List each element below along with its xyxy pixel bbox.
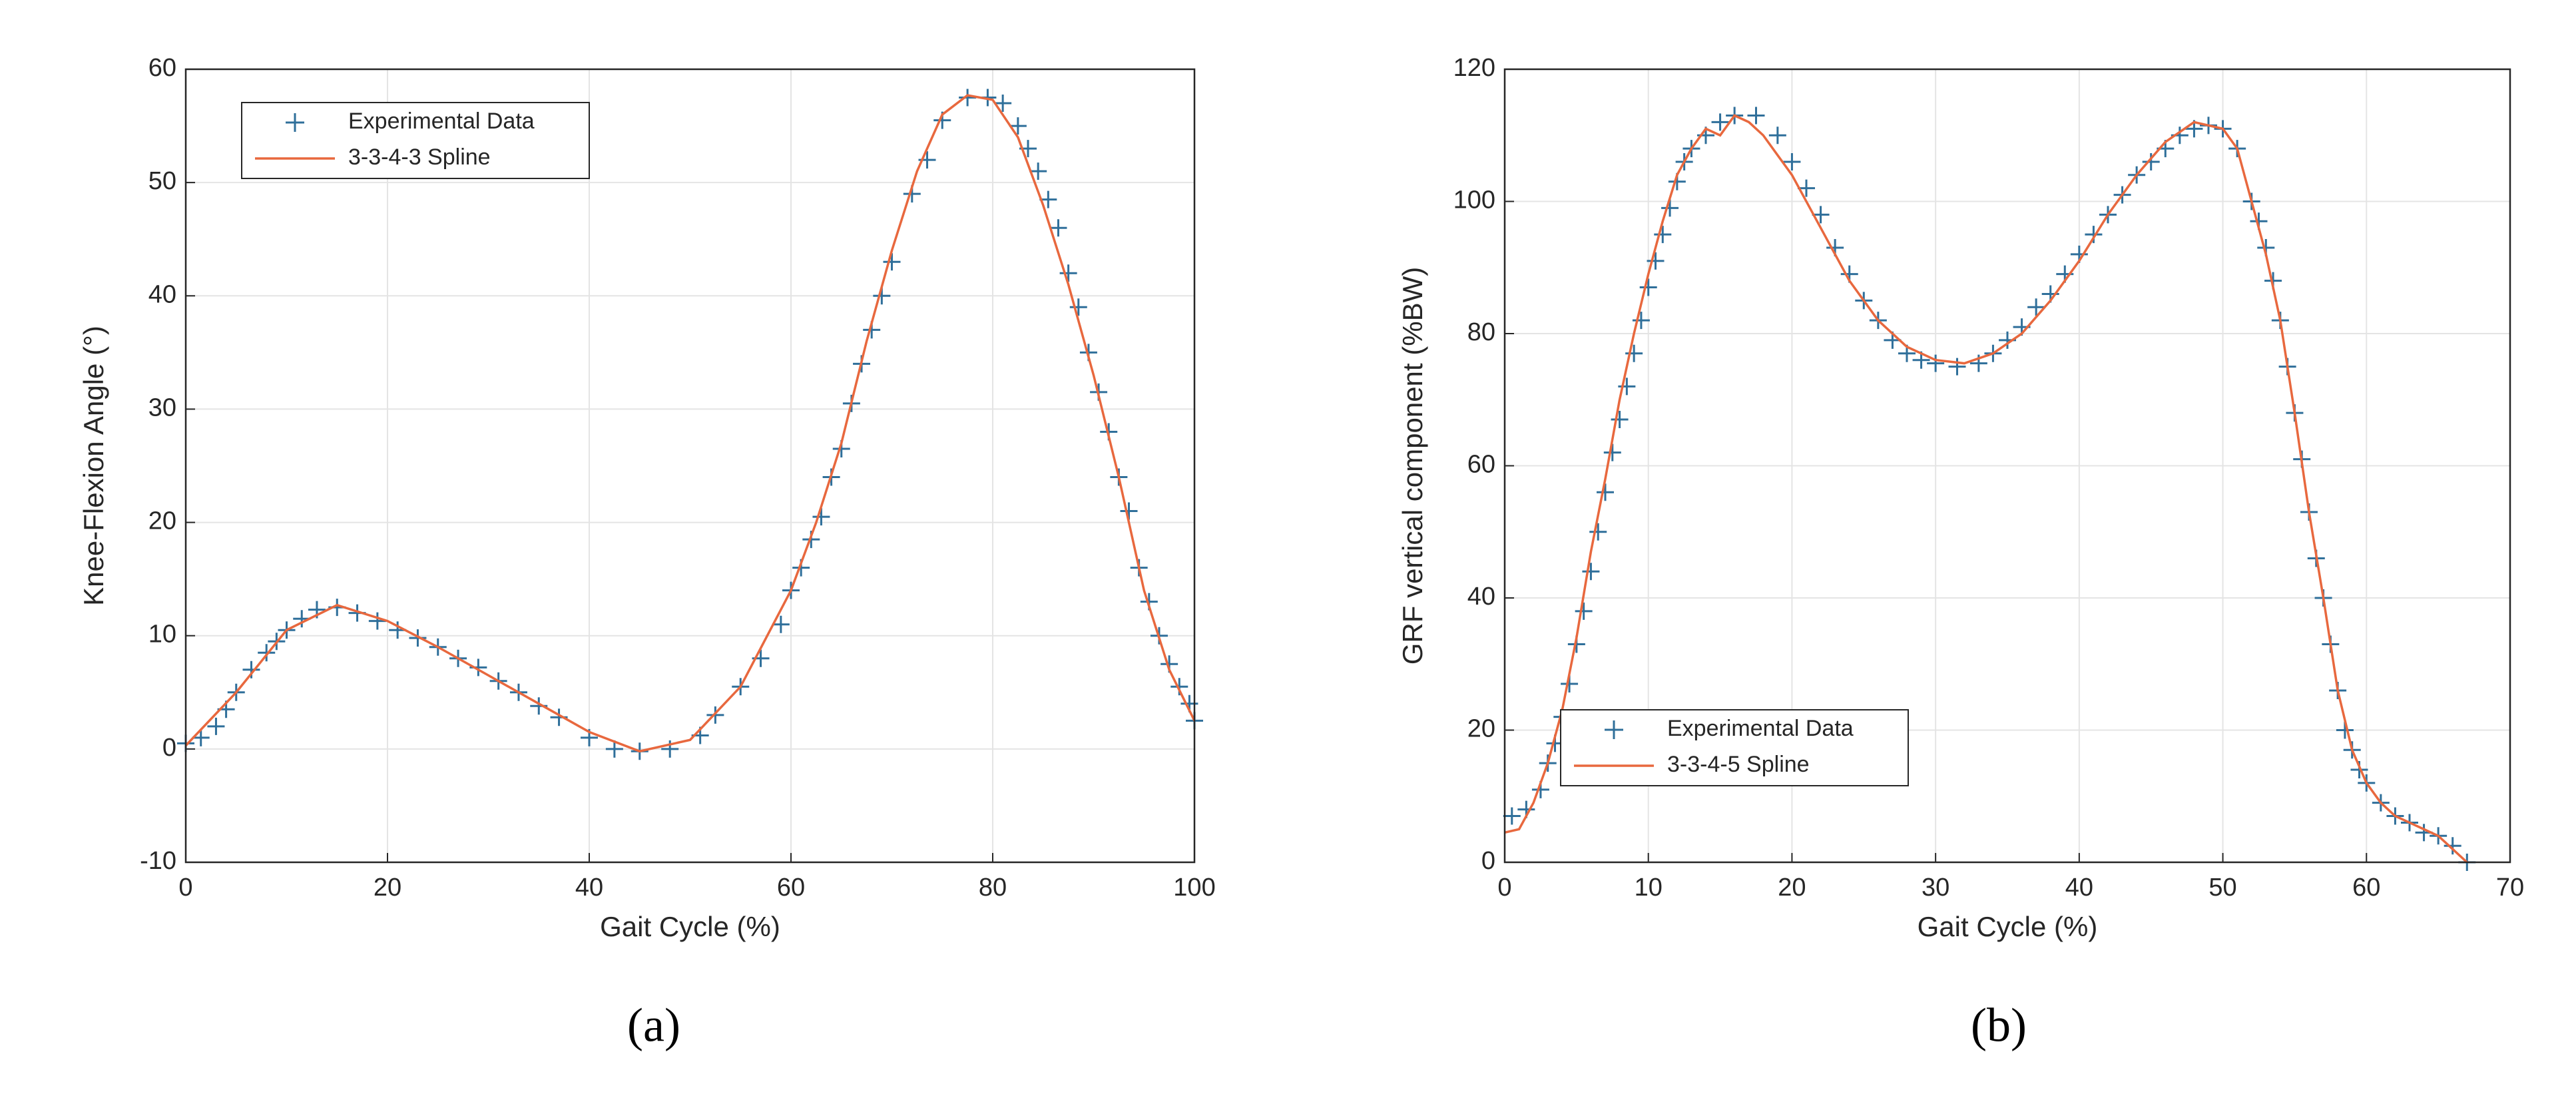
data-marker <box>1783 152 1801 170</box>
x-tick-label: 10 <box>1635 874 1663 902</box>
data-marker <box>1059 264 1077 282</box>
data-marker <box>1625 344 1643 362</box>
data-marker <box>1049 219 1067 237</box>
legend-marker <box>1605 720 1623 739</box>
x-tick-label: 0 <box>178 874 192 902</box>
x-tick-label: 0 <box>1497 874 1511 902</box>
data-marker <box>1747 107 1765 125</box>
data-marker <box>605 740 623 758</box>
data-marker <box>409 629 427 647</box>
caption: (b) <box>1971 999 2027 1052</box>
data-marker <box>1575 602 1593 620</box>
caption: (a) <box>627 999 680 1052</box>
data-marker <box>1039 190 1057 208</box>
y-tick-label: 40 <box>148 280 176 308</box>
plot-area <box>186 69 1194 862</box>
data-marker <box>2085 226 2103 244</box>
data-marker <box>772 615 790 633</box>
data-marker <box>368 612 386 630</box>
data-marker <box>1503 807 1521 825</box>
data-marker <box>1654 226 1672 244</box>
data-marker <box>706 706 724 724</box>
y-tick-label: 0 <box>1481 847 1495 875</box>
y-tick-label: 10 <box>148 621 176 649</box>
spline-line <box>184 94 1196 753</box>
data-marker <box>207 717 225 735</box>
y-axis-label: Knee-Flexion Angle (°) <box>78 326 109 606</box>
axes-box <box>184 68 1196 864</box>
y-tick-label: 20 <box>1467 715 1495 743</box>
legend-marker <box>286 113 304 132</box>
y-axis-label: GRF vertical component (%BW) <box>1397 267 1428 665</box>
x-tick-label: 40 <box>2065 874 2093 902</box>
data-marker <box>661 740 679 758</box>
data-marker <box>1711 113 1729 131</box>
data-marker <box>1948 358 1966 376</box>
data-marker <box>812 508 830 526</box>
data-marker <box>1661 199 1679 217</box>
data-marker <box>1768 127 1786 144</box>
y-tick-label: 50 <box>148 167 176 195</box>
data-marker <box>1029 162 1047 180</box>
axes-box <box>1503 68 2511 864</box>
y-tick-label: 20 <box>148 507 176 535</box>
x-tick-label: 50 <box>2208 874 2236 902</box>
y-tick-label: 80 <box>1467 318 1495 346</box>
data-marker <box>1618 378 1636 396</box>
data-marker <box>1069 298 1087 316</box>
y-tick-label: -10 <box>140 847 176 875</box>
x-tick-label: 80 <box>979 874 1007 902</box>
data-marker <box>1603 443 1621 461</box>
x-tick-label: 60 <box>2352 874 2380 902</box>
y-tick-label: 40 <box>1467 583 1495 611</box>
legend-label: Experimental Data <box>348 109 535 134</box>
legend-label: Experimental Data <box>1667 716 1854 741</box>
data-marker <box>1632 312 1650 330</box>
data-marker <box>2444 837 2461 855</box>
data-marker <box>1798 179 1815 197</box>
x-axis-label: Gait Cycle (%) <box>1918 911 2098 942</box>
y-tick-label: 0 <box>162 734 176 762</box>
legend-label: 3-3-4-5 Spline <box>1667 752 1810 777</box>
data-marker <box>1589 523 1607 541</box>
y-tick-label: 60 <box>148 54 176 82</box>
data-marker <box>2027 298 2045 316</box>
data-marker <box>1812 206 1830 224</box>
data-marker <box>1597 483 1614 501</box>
data-marker <box>1120 502 1138 520</box>
data-marker <box>1611 411 1629 429</box>
data-marker <box>994 95 1012 113</box>
x-tick-label: 30 <box>1922 874 1949 902</box>
x-tick-label: 70 <box>2496 874 2524 902</box>
legend-label: 3-3-4-3 Spline <box>348 144 491 170</box>
legend-box <box>1560 709 1909 786</box>
data-marker <box>2142 152 2160 170</box>
data-marker <box>1927 354 1945 372</box>
data-marker <box>192 728 210 746</box>
x-axis-label: Gait Cycle (%) <box>600 911 780 942</box>
data-marker <box>1009 117 1027 135</box>
y-tick-label: 120 <box>1453 54 1495 82</box>
x-tick-label: 100 <box>1173 874 1215 902</box>
y-tick-label: 60 <box>1467 451 1495 479</box>
x-tick-label: 60 <box>777 874 805 902</box>
legend-box <box>241 102 590 179</box>
x-tick-label: 20 <box>374 874 401 902</box>
data-marker <box>1647 252 1665 270</box>
x-tick-label: 40 <box>575 874 603 902</box>
y-tick-label: 100 <box>1453 186 1495 214</box>
data-marker <box>959 89 977 107</box>
data-marker <box>1639 278 1657 296</box>
spline-line <box>1504 114 2468 864</box>
data-marker <box>1582 563 1600 581</box>
x-tick-label: 20 <box>1778 874 1806 902</box>
y-tick-label: 30 <box>148 394 176 421</box>
data-marker <box>258 644 276 662</box>
data-marker <box>883 253 901 271</box>
